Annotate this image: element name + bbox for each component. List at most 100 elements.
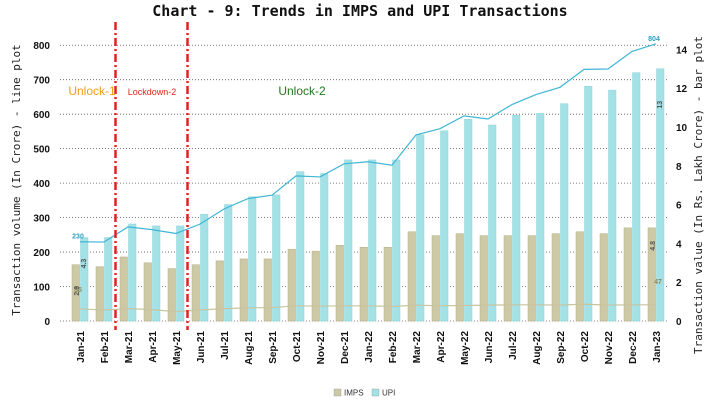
bar-upi	[584, 85, 593, 322]
data-label: 47	[654, 279, 662, 286]
x-tick-label: Nov-22	[604, 331, 615, 365]
data-label: 2.9	[74, 286, 81, 296]
left-tick-label: 600	[33, 110, 50, 121]
x-tick-label: Nov-21	[316, 331, 327, 365]
phase-labels: Unlock-1 Lockdown-2 Unlock-2	[68, 84, 326, 98]
right-axis-label: Transaction value (In Rs. Lakh Crore) - …	[692, 36, 705, 354]
bars	[71, 68, 665, 322]
x-tick-label: Oct-21	[292, 331, 303, 363]
bar-imps	[359, 247, 368, 322]
right-tick-label: 0	[676, 317, 682, 328]
bar-upi	[152, 225, 161, 322]
left-tick-label: 200	[33, 248, 50, 259]
x-tick-label: May-21	[172, 331, 183, 365]
right-tick-label: 8	[676, 162, 682, 173]
data-label: 804	[648, 36, 660, 43]
left-tick-label: 700	[33, 76, 50, 87]
right-tick-label: 14	[676, 45, 688, 56]
bar-upi	[512, 115, 521, 322]
bar-upi	[224, 204, 233, 322]
bar-imps	[215, 260, 224, 322]
x-tick-label: Feb-21	[100, 331, 111, 364]
bar-upi	[80, 237, 89, 322]
left-tick-label: 800	[33, 41, 50, 52]
lines	[79, 43, 657, 313]
bar-imps	[647, 227, 656, 322]
legend: IMPS UPI	[333, 388, 395, 398]
bar-upi	[104, 237, 113, 322]
bar-imps	[599, 233, 608, 322]
x-tick-label: Apr-22	[436, 331, 447, 363]
bar-imps	[287, 248, 296, 322]
x-tick-label: Jun-21	[196, 331, 207, 364]
bar-upi	[560, 103, 569, 322]
bar-upi	[368, 159, 377, 322]
bar-imps	[167, 268, 176, 322]
bar-imps	[143, 262, 152, 322]
x-tick-label: Feb-22	[388, 331, 399, 364]
left-tick-label: 100	[33, 283, 50, 294]
bar-upi	[440, 130, 449, 322]
left-tick-label: 0	[44, 317, 50, 328]
bar-imps	[311, 250, 320, 322]
phase-label: Unlock-1	[68, 84, 116, 98]
phase-dividers	[114, 22, 189, 330]
tick-labels: 0 100 200 300 400 500 600 700 800 0 2 4 6 8 10 12 14 Jan-…	[33, 41, 687, 365]
x-tick-label: Aug-22	[532, 331, 543, 365]
data-label: 230	[72, 234, 84, 241]
x-tick-label: Oct-22	[580, 331, 591, 363]
x-tick-label: Sep-22	[556, 331, 567, 364]
bar-imps	[239, 258, 248, 322]
x-tick-label: Jan-21	[76, 331, 87, 363]
bar-upi	[488, 124, 497, 322]
bar-upi	[344, 159, 353, 322]
legend-swatch	[333, 388, 342, 397]
left-axis-label: Transaction volume (In Crore) - line plo…	[10, 44, 23, 316]
right-tick-label: 4	[676, 239, 682, 250]
bar-imps	[383, 247, 392, 322]
bar-imps	[575, 231, 584, 322]
bar-imps	[623, 227, 632, 322]
right-tick-label: 6	[676, 201, 682, 212]
bar-upi	[272, 194, 281, 322]
bar-imps	[431, 235, 440, 322]
bar-imps	[95, 266, 104, 322]
bar-upi	[200, 214, 209, 322]
phase-label: Lockdown-2	[128, 87, 177, 97]
data-label: 4.3	[81, 259, 88, 269]
bar-upi	[296, 171, 305, 322]
bar-upi	[632, 72, 641, 322]
bar-upi	[248, 196, 257, 322]
x-tick-label: May-22	[460, 331, 471, 365]
x-tick-label: Aug-21	[244, 331, 255, 365]
legend-label: IMPS	[344, 389, 364, 398]
left-tick-label: 400	[33, 179, 50, 190]
bar-imps	[527, 235, 536, 322]
right-tick-label: 2	[676, 278, 682, 289]
x-tick-label: Jul-22	[508, 331, 519, 360]
bar-upi	[536, 113, 545, 322]
left-tick-label: 300	[33, 214, 50, 225]
bar-upi	[128, 223, 137, 322]
legend-swatch	[371, 388, 380, 397]
phase-label: Unlock-2	[278, 84, 326, 98]
line-upi	[79, 43, 657, 243]
bar-imps	[551, 233, 560, 322]
line-imps	[79, 303, 656, 313]
bar-upi	[392, 159, 401, 322]
legend-label: UPI	[382, 389, 395, 398]
bar-imps	[503, 235, 512, 322]
x-tick-label: Apr-21	[148, 331, 159, 363]
x-tick-label: Jan-23	[652, 331, 663, 363]
bar-imps	[71, 264, 80, 322]
bar-imps	[455, 233, 464, 322]
bar-imps	[335, 245, 344, 322]
chart-title: Chart - 9: Trends in IMPS and UPI Transa…	[152, 2, 567, 20]
x-tick-label: Jul-21	[220, 331, 231, 360]
data-label: 4.8	[650, 241, 657, 251]
right-tick-label: 10	[676, 123, 688, 134]
x-tick-label: Dec-22	[628, 331, 639, 364]
data-label: 35	[74, 287, 82, 294]
bar-upi	[416, 134, 425, 322]
